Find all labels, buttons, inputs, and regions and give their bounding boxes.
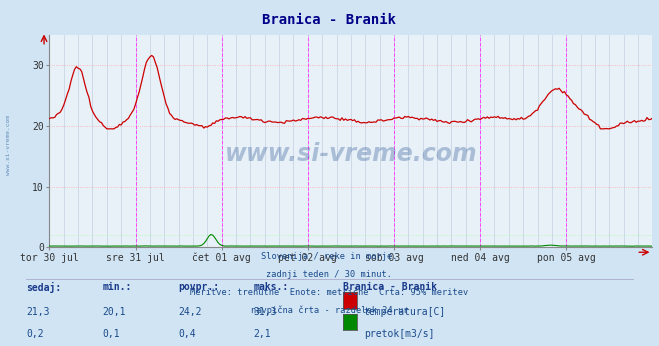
Text: pretok[m3/s]: pretok[m3/s] bbox=[364, 329, 434, 339]
Text: Branica - Branik: Branica - Branik bbox=[343, 282, 437, 292]
Text: 2,1: 2,1 bbox=[254, 329, 272, 339]
Text: maks.:: maks.: bbox=[254, 282, 289, 292]
Text: 31,3: 31,3 bbox=[254, 307, 277, 317]
Text: 0,2: 0,2 bbox=[26, 329, 44, 339]
Text: 0,1: 0,1 bbox=[102, 329, 120, 339]
Text: povpr.:: povpr.: bbox=[178, 282, 219, 292]
Text: temperatura[C]: temperatura[C] bbox=[364, 307, 446, 317]
Text: 24,2: 24,2 bbox=[178, 307, 202, 317]
Text: www.si-vreme.com: www.si-vreme.com bbox=[6, 115, 11, 175]
Text: www.si-vreme.com: www.si-vreme.com bbox=[225, 142, 477, 166]
Text: zadnji teden / 30 minut.: zadnji teden / 30 minut. bbox=[266, 270, 393, 279]
Text: navpična črta - razdelek 24 ur: navpična črta - razdelek 24 ur bbox=[251, 306, 408, 315]
Text: Meritve: trenutne  Enote: metrične  Črta: 95% meritev: Meritve: trenutne Enote: metrične Črta: … bbox=[190, 288, 469, 297]
Text: Slovenija / reke in morje.: Slovenija / reke in morje. bbox=[261, 252, 398, 261]
Text: 0,4: 0,4 bbox=[178, 329, 196, 339]
Text: min.:: min.: bbox=[102, 282, 132, 292]
Text: sedaj:: sedaj: bbox=[26, 282, 61, 293]
Text: 21,3: 21,3 bbox=[26, 307, 50, 317]
Text: 20,1: 20,1 bbox=[102, 307, 126, 317]
Text: Branica - Branik: Branica - Branik bbox=[262, 13, 397, 27]
